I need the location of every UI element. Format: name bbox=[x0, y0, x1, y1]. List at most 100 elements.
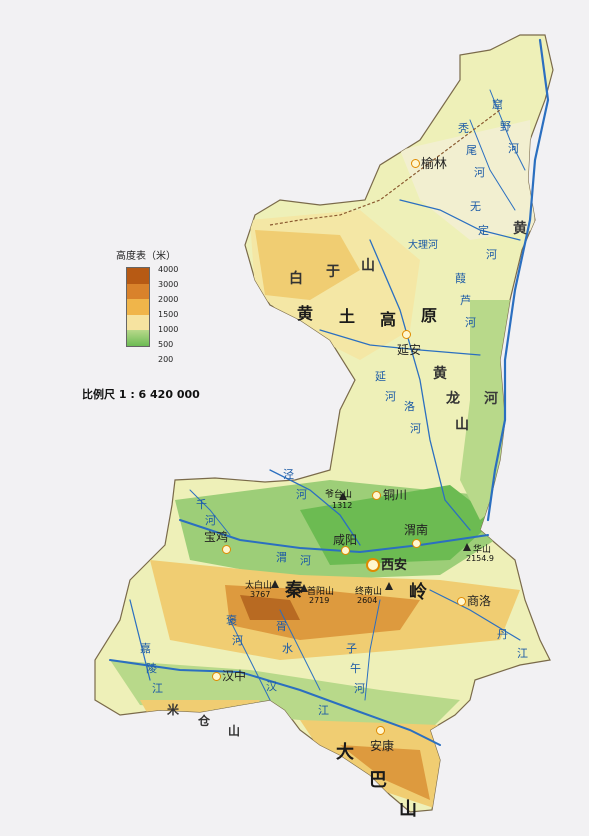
mountain-peak-icon bbox=[300, 584, 308, 592]
river-label-han: 汉 bbox=[266, 680, 277, 693]
peak-name-taibai: 太白山 bbox=[245, 581, 273, 591]
legend-label: 500 bbox=[158, 340, 174, 349]
river-label-wei: 河 bbox=[300, 554, 311, 567]
legend-label: 1000 bbox=[158, 325, 179, 334]
river-label-tuwei: 尾 bbox=[466, 144, 477, 157]
river-label-tuwei: 秃 bbox=[458, 122, 469, 135]
peak-name-yetai: 爷台山 bbox=[325, 490, 353, 500]
peak-height-zhongnan: 2604 bbox=[357, 596, 378, 605]
legend-swatch bbox=[127, 330, 149, 346]
river-label-qian: 千 bbox=[196, 498, 207, 511]
city-marker-weinan bbox=[412, 539, 421, 548]
river-label-jialu: 河 bbox=[465, 316, 476, 329]
river-label-luo: 河 bbox=[410, 422, 421, 435]
mountain-peak-icon bbox=[463, 543, 471, 551]
river-label-wei: 渭 bbox=[276, 551, 287, 564]
river-label-tuwei: 河 bbox=[474, 166, 485, 179]
region-micang-char: 米 bbox=[167, 703, 180, 717]
mountain-peak-icon bbox=[339, 492, 347, 500]
river-label-yan: 河 bbox=[385, 390, 396, 403]
river-label-ziwu: 河 bbox=[354, 682, 365, 695]
river-label-kuye: 野 bbox=[500, 120, 511, 133]
river-label-jialu: 芦 bbox=[460, 294, 471, 307]
yellow-river bbox=[486, 38, 550, 522]
city-marker-xianyang bbox=[341, 546, 350, 555]
great-wall bbox=[269, 109, 501, 226]
region-daba-char: 大 bbox=[336, 742, 354, 763]
river-label-xushui: 水 bbox=[282, 642, 293, 655]
city-marker-ankang bbox=[376, 726, 385, 735]
river-label-jialing: 嘉 bbox=[140, 642, 151, 655]
region-huanglong-char: 黄 bbox=[433, 366, 447, 382]
region-qinling-char: 岭 bbox=[409, 582, 427, 603]
han-river bbox=[109, 659, 441, 746]
city-label-yanan: 延安 bbox=[397, 343, 422, 357]
river-label-dan: 江 bbox=[517, 647, 528, 660]
legend-title: 高度表（米） bbox=[116, 251, 176, 262]
river-label-jialu: 葭 bbox=[455, 272, 466, 285]
region-loess-char: 原 bbox=[421, 306, 438, 325]
yan-river bbox=[319, 329, 481, 356]
river-label-xushui: 胥 bbox=[276, 620, 287, 633]
mountain-peak-icon bbox=[385, 582, 393, 590]
legend-colorbar bbox=[126, 267, 150, 347]
wei-river bbox=[179, 519, 489, 554]
legend-swatch bbox=[127, 299, 149, 315]
peak-name-zhongnan: 终南山 bbox=[355, 587, 383, 597]
region-daba-char: 巴 bbox=[369, 770, 387, 791]
dan-river bbox=[429, 589, 521, 641]
region-huanglong-char: 龙 bbox=[446, 391, 460, 407]
region-loess-char: 土 bbox=[339, 307, 356, 326]
river-label-ziwu: 子 bbox=[346, 642, 357, 655]
river-label-kuye: 河 bbox=[508, 142, 519, 155]
tributary bbox=[229, 619, 271, 701]
scale-bar: 比例尺 1 : 6 420 000 bbox=[82, 388, 200, 401]
river-label-bao: 褒 bbox=[226, 614, 237, 627]
region-qinling-char: 秦 bbox=[285, 580, 303, 601]
city-marker-xian bbox=[366, 558, 380, 572]
peak-height-huashan: 2154.9 bbox=[466, 554, 494, 563]
mountain-peak-icon bbox=[271, 580, 279, 588]
legend-label: 4000 bbox=[158, 265, 179, 274]
city-marker-hanzhong bbox=[212, 672, 221, 681]
legend-swatch bbox=[127, 268, 149, 284]
peak-height-yetai: 1312 bbox=[332, 501, 353, 510]
river-label-wuding: 河 bbox=[486, 248, 497, 261]
city-marker-shangluo bbox=[457, 597, 466, 606]
region-baiyu-char: 白 bbox=[289, 271, 303, 287]
river-label-huanghe: 河 bbox=[484, 391, 498, 407]
river-label-luo: 洛 bbox=[404, 400, 415, 413]
wuding-river bbox=[399, 199, 521, 241]
jing-river bbox=[269, 469, 361, 546]
legend-label: 200 bbox=[158, 355, 174, 364]
river-label-qian: 河 bbox=[205, 514, 216, 527]
luo-river bbox=[369, 239, 471, 531]
terrain-layer bbox=[110, 120, 535, 810]
river-label-jialing: 陵 bbox=[146, 662, 157, 675]
city-label-baoji: 宝鸡 bbox=[204, 530, 229, 544]
tributary bbox=[364, 599, 381, 701]
region-loess-char: 黄 bbox=[297, 304, 314, 323]
city-label-shangluo: 商洛 bbox=[467, 594, 492, 608]
legend-label: 3000 bbox=[158, 280, 179, 289]
river-label-dan: 丹 bbox=[497, 628, 508, 641]
city-marker-yulin bbox=[411, 159, 420, 168]
city-label-yulin: 榆林 bbox=[421, 157, 448, 172]
region-micang-char: 仓 bbox=[198, 714, 211, 728]
tributary bbox=[279, 609, 321, 691]
legend-swatch bbox=[127, 314, 149, 331]
river-label-huanghe: 黄 bbox=[513, 221, 527, 237]
river-label-kuye: 窟 bbox=[492, 98, 503, 111]
river-label-jing: 河 bbox=[296, 488, 307, 501]
river-label-ziwu: 午 bbox=[350, 662, 361, 675]
river-label-bao: 河 bbox=[232, 634, 243, 647]
city-marker-yanan bbox=[402, 330, 411, 339]
region-micang-char: 山 bbox=[228, 724, 241, 738]
river-label-dali: 大理河 bbox=[408, 240, 438, 251]
river-label-wuding: 定 bbox=[478, 224, 489, 237]
region-baiyu-char: 山 bbox=[361, 258, 375, 274]
jialing-river bbox=[129, 599, 151, 681]
legend-label: 1500 bbox=[158, 310, 179, 319]
city-label-weinan: 渭南 bbox=[404, 523, 429, 537]
